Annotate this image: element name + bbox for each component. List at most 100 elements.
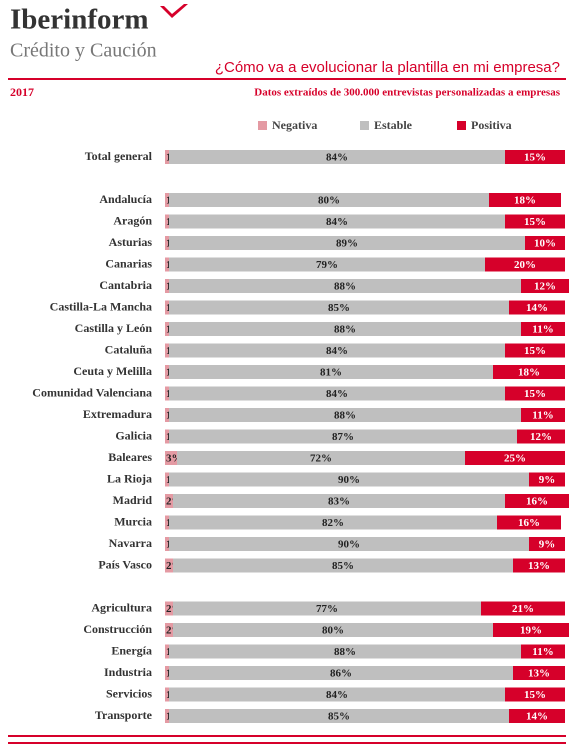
chart-title: ¿Cómo va a evolucionar la plantilla en m… <box>215 59 560 76</box>
bar-segment <box>169 644 521 659</box>
bar-segment <box>505 386 565 401</box>
bar-segment <box>169 365 493 379</box>
bar-segment <box>165 365 169 379</box>
bar-segment <box>173 494 505 508</box>
bar-segment <box>509 709 565 723</box>
value-label: 9% <box>539 539 556 551</box>
bar-segment <box>521 644 565 659</box>
bar-segment <box>165 279 169 293</box>
bar-segment <box>465 451 565 465</box>
legend-swatch <box>258 121 267 130</box>
bar-segment <box>497 515 561 530</box>
bar-segment <box>169 408 521 422</box>
bar-segment <box>505 687 565 702</box>
legend-swatch <box>360 121 369 130</box>
category-label: Navarra <box>109 536 152 550</box>
header-rule <box>8 78 566 80</box>
bar-segment <box>173 558 513 573</box>
bar-segment <box>165 666 169 680</box>
value-label: 90% <box>338 474 360 486</box>
bar-segment <box>165 386 169 401</box>
category-label: Madrid <box>113 493 153 507</box>
bar-segment <box>173 623 493 637</box>
bar-segment <box>165 300 169 315</box>
legend-label: Positiva <box>471 118 512 132</box>
value-label: 14% <box>526 711 548 723</box>
value-label: 90% <box>338 539 360 551</box>
value-label: 84% <box>326 345 348 357</box>
legend-swatch <box>457 121 466 130</box>
bar-segment <box>165 193 169 207</box>
bar-segment <box>505 343 565 358</box>
bar-segment <box>165 429 169 444</box>
bar-segment <box>493 623 569 637</box>
bar-segment <box>165 257 169 272</box>
value-label: 9% <box>539 474 556 486</box>
value-label: 21% <box>512 603 534 615</box>
value-label: 15% <box>524 152 546 164</box>
footer-rule <box>8 735 566 737</box>
category-label: Ceuta y Melilla <box>73 364 152 378</box>
bar-segment <box>169 236 525 250</box>
bar-segment <box>165 558 173 573</box>
category-label: Andalucía <box>99 192 152 206</box>
category-label: La Rioja <box>107 471 152 485</box>
category-label: Construcción <box>83 622 152 636</box>
category-label: Industria <box>104 665 152 679</box>
brand-logo <box>160 4 188 18</box>
category-label: País Vasco <box>98 557 152 571</box>
value-label: 89% <box>336 238 358 250</box>
value-label: 19% <box>520 625 542 637</box>
bar-segment <box>169 343 505 358</box>
value-label: 88% <box>334 646 356 658</box>
bar-segment <box>165 623 173 637</box>
bar-segment <box>165 601 173 616</box>
value-label: 82% <box>322 517 344 529</box>
category-label: Castilla-La Mancha <box>50 299 152 313</box>
bar-segment <box>509 300 565 315</box>
value-label: 77% <box>316 603 338 615</box>
category-label: Baleares <box>108 450 152 464</box>
category-label: Transporte <box>95 708 153 722</box>
value-label: 12% <box>530 431 552 443</box>
bar-segment <box>517 429 565 444</box>
legend-label: Estable <box>374 118 413 132</box>
legend-label: Negativa <box>272 118 317 132</box>
value-label: 13% <box>528 668 550 680</box>
bar-segment <box>165 343 169 358</box>
value-label: 11% <box>532 410 553 422</box>
bar-segment <box>165 408 169 422</box>
value-label: 84% <box>326 388 348 400</box>
value-label: 88% <box>334 281 356 293</box>
value-label: 87% <box>332 431 354 443</box>
category-label: Agricultura <box>91 600 152 614</box>
bar-segment <box>169 257 485 272</box>
value-label: 18% <box>514 195 536 207</box>
category-label: Cataluña <box>105 342 152 356</box>
category-label: Aragón <box>113 213 152 227</box>
bar-segment <box>169 429 517 444</box>
year: 2017 <box>10 85 34 99</box>
bar-segment <box>165 515 169 530</box>
value-label: 16% <box>518 517 540 529</box>
value-label: 72% <box>310 453 332 465</box>
bar-segment <box>521 408 565 422</box>
bar-segment <box>165 687 169 702</box>
value-label: 84% <box>326 216 348 228</box>
value-label: 79% <box>316 259 338 271</box>
category-label: Canarias <box>105 256 152 270</box>
value-label: 16% <box>526 496 548 508</box>
value-label: 88% <box>334 324 356 336</box>
footer-rule <box>8 742 566 744</box>
value-label: 84% <box>326 689 348 701</box>
bar-segment <box>169 193 489 207</box>
bar-segment <box>525 236 565 250</box>
category-label: Comunidad Valenciana <box>32 385 152 399</box>
subtitle: Datos extraídos de 300.000 entrevistas p… <box>254 87 560 99</box>
value-label: 10% <box>534 238 556 250</box>
value-label: 80% <box>318 195 340 207</box>
bar-segment <box>505 214 565 229</box>
bar-segment <box>165 709 169 723</box>
bar-segment <box>505 494 569 508</box>
bar-segment <box>505 150 565 164</box>
